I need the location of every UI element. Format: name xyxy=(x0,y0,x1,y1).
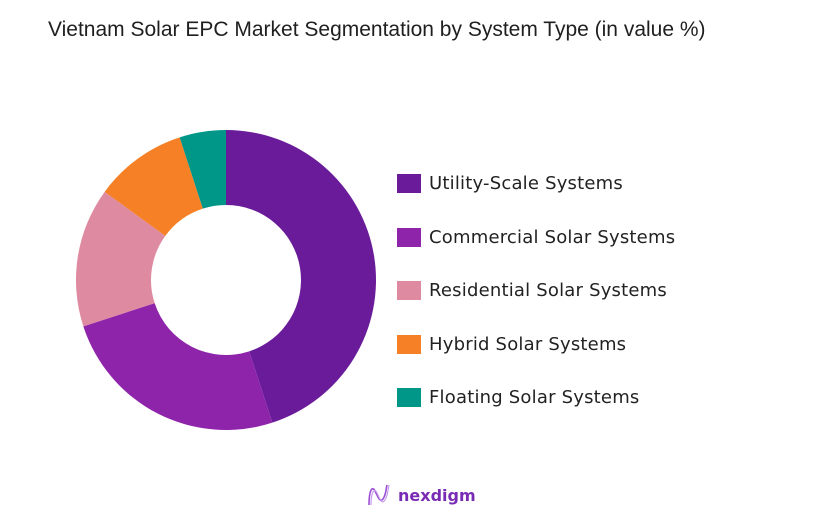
donut-slices xyxy=(76,130,377,430)
brand-logo: nexdigm xyxy=(366,483,476,507)
chart-legend: Utility-Scale Systems Commercial Solar S… xyxy=(397,157,675,425)
legend-swatch xyxy=(397,227,421,247)
brand-name: nexdigm xyxy=(398,485,476,505)
legend-item-floating: Floating Solar Systems xyxy=(397,371,675,425)
legend-swatch xyxy=(397,281,421,301)
legend-label: Commercial Solar Systems xyxy=(429,226,676,248)
legend-label: Floating Solar Systems xyxy=(429,387,640,409)
donut-slice-residential-solar-systems xyxy=(76,191,166,327)
legend-swatch xyxy=(397,334,421,354)
legend-label: Residential Solar Systems xyxy=(429,280,667,302)
legend-item-commercial: Commercial Solar Systems xyxy=(397,211,675,265)
legend-swatch xyxy=(397,388,421,408)
chart-title: Vietnam Solar EPC Market Segmentation by… xyxy=(48,18,706,41)
legend-label: Hybrid Solar Systems xyxy=(429,333,627,355)
donut-slice-hybrid-solar-systems xyxy=(104,137,203,236)
donut-slice-commercial-solar-systems xyxy=(83,303,273,430)
donut-slice-utility-scale-systems xyxy=(226,130,377,423)
legend-swatch xyxy=(397,174,421,194)
legend-label: Utility-Scale Systems xyxy=(429,173,623,195)
legend-item-residential: Residential Solar Systems xyxy=(397,264,675,318)
donut-slice-floating-solar-systems xyxy=(179,130,226,209)
nexdigm-wave-logo-icon xyxy=(368,484,390,506)
legend-item-hybrid: Hybrid Solar Systems xyxy=(397,318,675,372)
legend-item-utility-scale: Utility-Scale Systems xyxy=(397,157,675,211)
